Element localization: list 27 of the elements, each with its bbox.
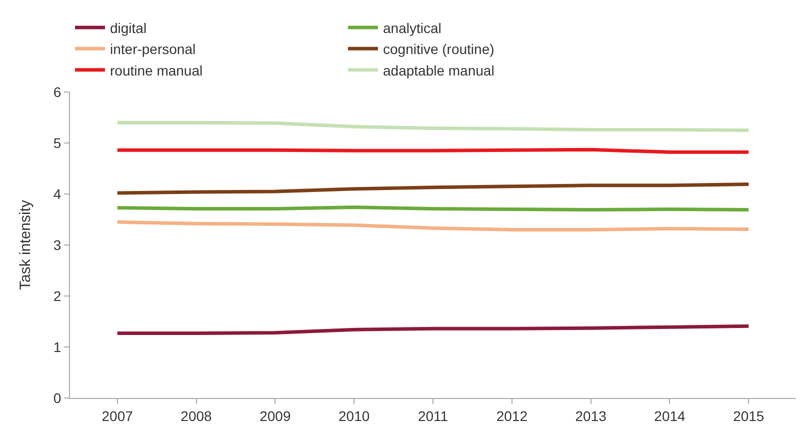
x-tick-label: 2015: [733, 408, 764, 424]
legend-label: routine manual: [110, 62, 203, 78]
y-axis-title: Task intensity: [17, 199, 34, 290]
line-series: [116, 324, 750, 335]
y-tick-label: 3: [53, 236, 62, 253]
x-tick-label: 2011: [418, 408, 448, 424]
x-tick-label: 2014: [654, 408, 686, 424]
y-tick-label: 4: [53, 186, 62, 202]
legend-label: adaptable manual: [383, 62, 494, 78]
legend-label: analytical: [383, 20, 442, 36]
y-tick-label: 2: [53, 288, 62, 304]
y-tick-label: 0: [53, 390, 62, 406]
legend-label: cognitive (routine): [383, 41, 494, 58]
line-series: [116, 182, 750, 195]
line-series: [116, 120, 750, 132]
y-tick-label: 1: [53, 338, 62, 355]
x-tick-label: 2009: [260, 408, 291, 424]
x-tick-label: 2007: [102, 408, 134, 424]
x-tick-label: 2012: [496, 408, 528, 424]
x-tick-label: 2013: [575, 408, 607, 424]
y-tick-label: 5: [53, 134, 62, 151]
legend-label: inter-personal: [110, 41, 196, 58]
x-tick-label: 2008: [180, 408, 212, 424]
line-series: [116, 220, 750, 232]
y-tick-label: 6: [53, 84, 62, 100]
legend-label: digital: [110, 20, 147, 36]
x-tick-label: 2010: [338, 408, 370, 424]
